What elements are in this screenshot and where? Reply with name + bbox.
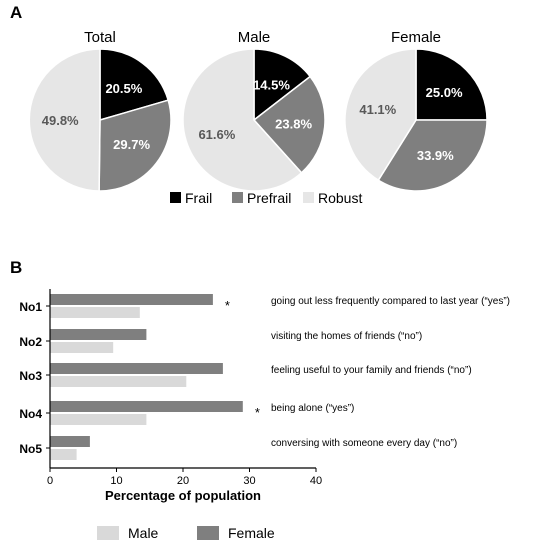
pie-slice-label-male-robust: 61.6% (198, 127, 235, 142)
pie-slice-label-male-prefrail: 23.8% (275, 117, 312, 132)
pie-slice-label-total-robust: 49.8% (42, 113, 79, 128)
pie-slice-male-robust (182, 48, 303, 192)
pie-slice-label-female-frail: 25.0% (426, 85, 463, 100)
pie-slice-male-frail (253, 48, 312, 122)
pie-slice-total-prefrail (98, 99, 172, 192)
pie-slice-total-frail (99, 48, 170, 121)
bar-legend-label-female: Female (228, 525, 275, 541)
significance-marker-no4: * (255, 405, 260, 420)
item-description-no3: feeling useful to your family and friend… (271, 365, 472, 376)
legend-swatch-frail (170, 192, 181, 203)
pie-male: Male 14.5% 23.8% 61.6% (182, 29, 326, 192)
pie-female: Female 25.0% 33.9% 41.1% (344, 29, 488, 192)
bar-female-no3 (50, 363, 223, 374)
pie-slice-label-total-prefrail: 29.7% (113, 137, 150, 152)
item-description-no4: being alone (“yes”) (271, 403, 354, 414)
pie-slice-male-prefrail (252, 75, 326, 174)
pie-legend: Frail Prefrail Robust (170, 190, 362, 206)
pie-slice-label-female-prefrail: 33.9% (417, 148, 454, 163)
category-label-no4: No4 (19, 407, 42, 421)
pie-slice-label-female-robust: 41.1% (359, 102, 396, 117)
category-label-no1: No1 (19, 300, 42, 314)
legend-label-robust: Robust (318, 190, 362, 206)
bar-female-no1 (50, 294, 213, 305)
bar-male-no2 (50, 342, 114, 353)
legend-label-frail: Frail (185, 190, 212, 206)
bar-male-no5 (50, 449, 77, 460)
pie-title-male: Male (238, 29, 271, 46)
panel-label-b: B (10, 258, 22, 277)
bar-female-no4 (50, 401, 243, 412)
pie-title-total: Total (84, 29, 116, 46)
pie-charts: Total 20.5% 29.7% 49.8% Male 14.5% 23.8% 61.6% F… (28, 29, 488, 192)
x-tick-label-10: 10 (110, 475, 122, 487)
pie-total: Total 20.5% 29.7% 49.8% (28, 29, 172, 192)
bar-legend-swatch-female (197, 526, 219, 540)
x-tick-label-20: 20 (177, 475, 189, 487)
pie-slice-label-male-frail: 14.5% (253, 77, 290, 92)
item-description-no5: conversing with someone every day (“no”) (271, 438, 457, 449)
legend-swatch-prefrail (232, 192, 243, 203)
legend-swatch-robust (303, 192, 314, 203)
bar-male-no1 (50, 307, 140, 318)
bar-male-no4 (50, 414, 147, 425)
bar-legend-swatch-male (97, 526, 119, 540)
bar-female-no2 (50, 329, 147, 340)
category-label-no3: No3 (19, 369, 42, 383)
bar-female-no5 (50, 436, 90, 447)
significance-marker-no1: * (225, 298, 230, 313)
pie-title-female: Female (391, 29, 441, 46)
category-label-no5: No5 (19, 442, 42, 456)
bar-male-no3 (50, 376, 187, 387)
pie-slice-total-robust (28, 48, 101, 192)
legend-label-prefrail: Prefrail (247, 190, 291, 206)
category-label-no2: No2 (19, 335, 42, 349)
pie-slice-label-total-frail: 20.5% (105, 81, 142, 96)
bar-chart: No1 * going out less frequently compared t… (19, 289, 510, 541)
item-description-no1: going out less frequently compared to la… (271, 296, 510, 307)
x-tick-label-0: 0 (47, 475, 53, 487)
panel-label-a: A (10, 3, 22, 22)
x-tick-label-30: 30 (243, 475, 255, 487)
pie-slice-female-frail (415, 48, 488, 121)
x-axis-title: Percentage of population (105, 488, 261, 503)
item-description-no2: visiting the homes of friends (“no”) (271, 331, 422, 342)
x-tick-label-40: 40 (310, 475, 322, 487)
bar-legend-label-male: Male (128, 525, 159, 541)
pie-slice-female-robust (344, 48, 417, 182)
